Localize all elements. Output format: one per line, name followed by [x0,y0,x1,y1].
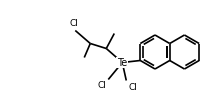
Text: Cl: Cl [128,82,137,92]
Text: Cl: Cl [97,82,106,90]
Text: Te: Te [117,58,127,67]
Text: Cl: Cl [70,19,79,27]
